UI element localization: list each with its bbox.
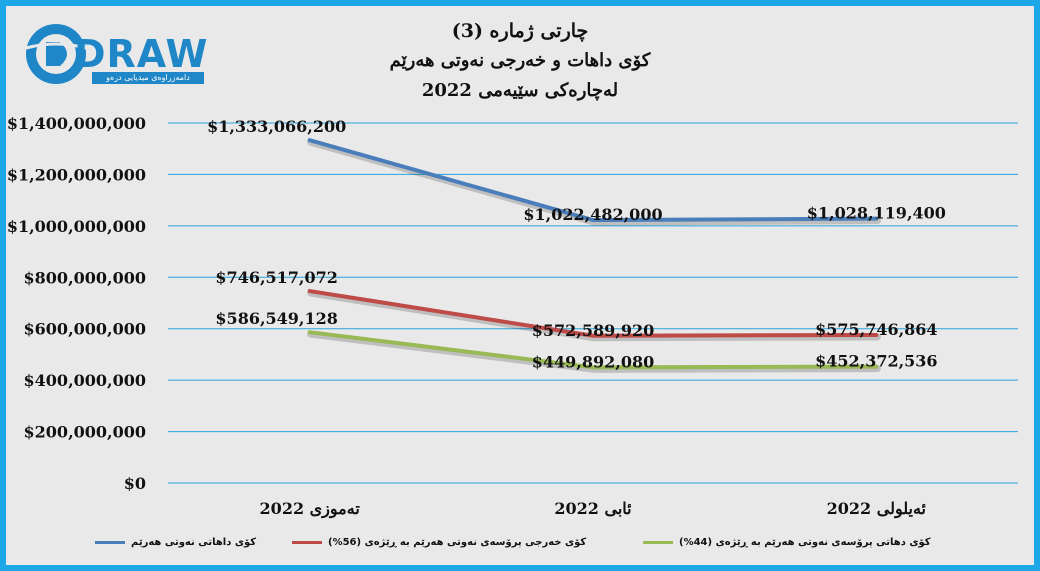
- x-tick-label-0: تەموزی 2022: [260, 499, 361, 519]
- y-tick-label-5: $1,000,000,000: [7, 217, 146, 236]
- legend-label-net: کۆی دهاتی پرۆسەی نەوتی هەرێم بە ڕێژەی (4…: [679, 536, 931, 548]
- y-tick-label-3: $600,000,000: [24, 320, 146, 339]
- x-tick-label-2: ئەیلولی 2022: [827, 499, 926, 519]
- y-tick-label-2: $400,000,000: [24, 371, 146, 390]
- legend-label-expense: کۆی خەرجی پرۆسەی نەوتی هەرێم بە ڕێژەی (5…: [328, 536, 587, 548]
- y-tick-label-6: $1,200,000,000: [7, 165, 146, 184]
- legend-swatch-revenue: [95, 540, 125, 544]
- legend-swatch-net: [643, 540, 673, 544]
- legend-item-expense: کۆی خەرجی پرۆسەی نەوتی هەرێم بە ڕێژەی (5…: [292, 534, 586, 550]
- legend-label-revenue: کۆی داهاتی نەوتی هەرێم: [131, 536, 257, 548]
- logo-mark-icon: [25, 24, 87, 84]
- data-label-s2-p1: $449,892,080: [532, 352, 654, 371]
- series-line-1: [307, 289, 879, 338]
- y-tick-label-0: $0: [124, 474, 146, 493]
- legend-item-revenue: کۆی داهاتی نەوتی هەرێم: [95, 534, 256, 550]
- draw-logo: DRAW دامەزراوەی میدیایی درەو: [24, 18, 209, 88]
- chart-title-line-1: چارتی ژمارە (3): [451, 20, 589, 42]
- data-label-s0-p1: $1,022,482,000: [523, 205, 662, 224]
- y-tick-label-7: $1,400,000,000: [7, 114, 146, 133]
- x-tick-label-1: ئابی 2022: [554, 499, 631, 518]
- data-label-s2-p2: $452,372,536: [815, 352, 937, 371]
- logo-subtitle: دامەزراوەی میدیایی درەو: [92, 72, 204, 84]
- data-label-s2-p0: $586,549,128: [215, 309, 337, 328]
- logo-word: DRAW: [74, 32, 209, 76]
- chart-title-line-3: لەچارەکی سێیەمی 2022: [421, 80, 619, 101]
- data-label-s0-p2: $1,028,119,400: [807, 204, 946, 223]
- series-line-0: [307, 138, 879, 223]
- data-label-s1-p2: $575,746,864: [815, 320, 937, 339]
- y-tick-label-1: $200,000,000: [24, 423, 146, 442]
- legend-swatch-expense: [292, 540, 322, 544]
- data-label-s1-p1: $572,589,920: [532, 321, 654, 340]
- series-line-2: [307, 330, 879, 370]
- legend-item-net: کۆی دهاتی پرۆسەی نەوتی هەرێم بە ڕێژەی (4…: [643, 534, 931, 550]
- chart-title-line-2: کۆی داهات و خەرجی نەوتی هەرێم: [389, 50, 651, 71]
- data-label-s1-p0: $746,517,072: [215, 268, 337, 287]
- data-label-s0-p0: $1,333,066,200: [207, 117, 346, 136]
- y-tick-label-4: $800,000,000: [24, 268, 146, 287]
